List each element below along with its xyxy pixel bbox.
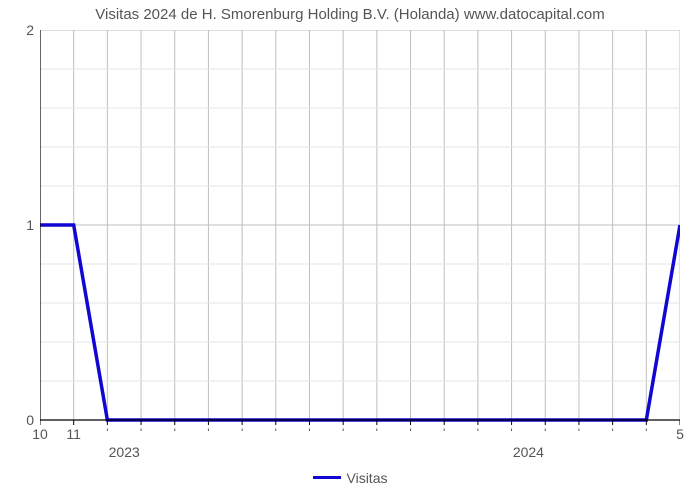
- legend-item-visitas: Visitas: [313, 470, 388, 486]
- x-tick-label: 10: [32, 426, 48, 442]
- x-tick-minor-mark: ': [174, 426, 176, 440]
- x-tick-minor-mark: ': [308, 426, 310, 440]
- y-tick-label: 1: [26, 217, 34, 233]
- x-tick-minor-mark: ': [477, 426, 479, 440]
- x-group-label: 2024: [513, 444, 544, 460]
- x-tick-minor-mark: ': [510, 426, 512, 440]
- chart-title: Visitas 2024 de H. Smorenburg Holding B.…: [0, 6, 700, 23]
- x-tick-minor-mark: ': [241, 426, 243, 440]
- x-tick-minor-mark: ': [611, 426, 613, 440]
- x-tick-label: 11: [66, 426, 81, 442]
- x-tick-minor-mark: ': [376, 426, 378, 440]
- x-tick-minor-mark: ': [578, 426, 580, 440]
- x-tick-minor-mark: ': [544, 426, 546, 440]
- x-tick-label: 5: [676, 426, 684, 442]
- legend: Visitas: [0, 466, 700, 486]
- x-tick-minor-mark: ': [275, 426, 277, 440]
- y-tick-label: 2: [26, 22, 34, 38]
- x-tick-minor-mark: ': [106, 426, 108, 440]
- x-tick-minor-mark: ': [443, 426, 445, 440]
- x-tick-minor-mark: ': [409, 426, 411, 440]
- x-tick-minor-mark: ': [342, 426, 344, 440]
- legend-swatch: [313, 476, 341, 479]
- x-tick-minor-mark: ': [645, 426, 647, 440]
- x-tick-minor-mark: ': [140, 426, 142, 440]
- legend-label: Visitas: [347, 470, 388, 486]
- x-tick-minor-mark: ': [207, 426, 209, 440]
- chart-plot: [40, 30, 680, 434]
- x-group-label: 2023: [109, 444, 140, 460]
